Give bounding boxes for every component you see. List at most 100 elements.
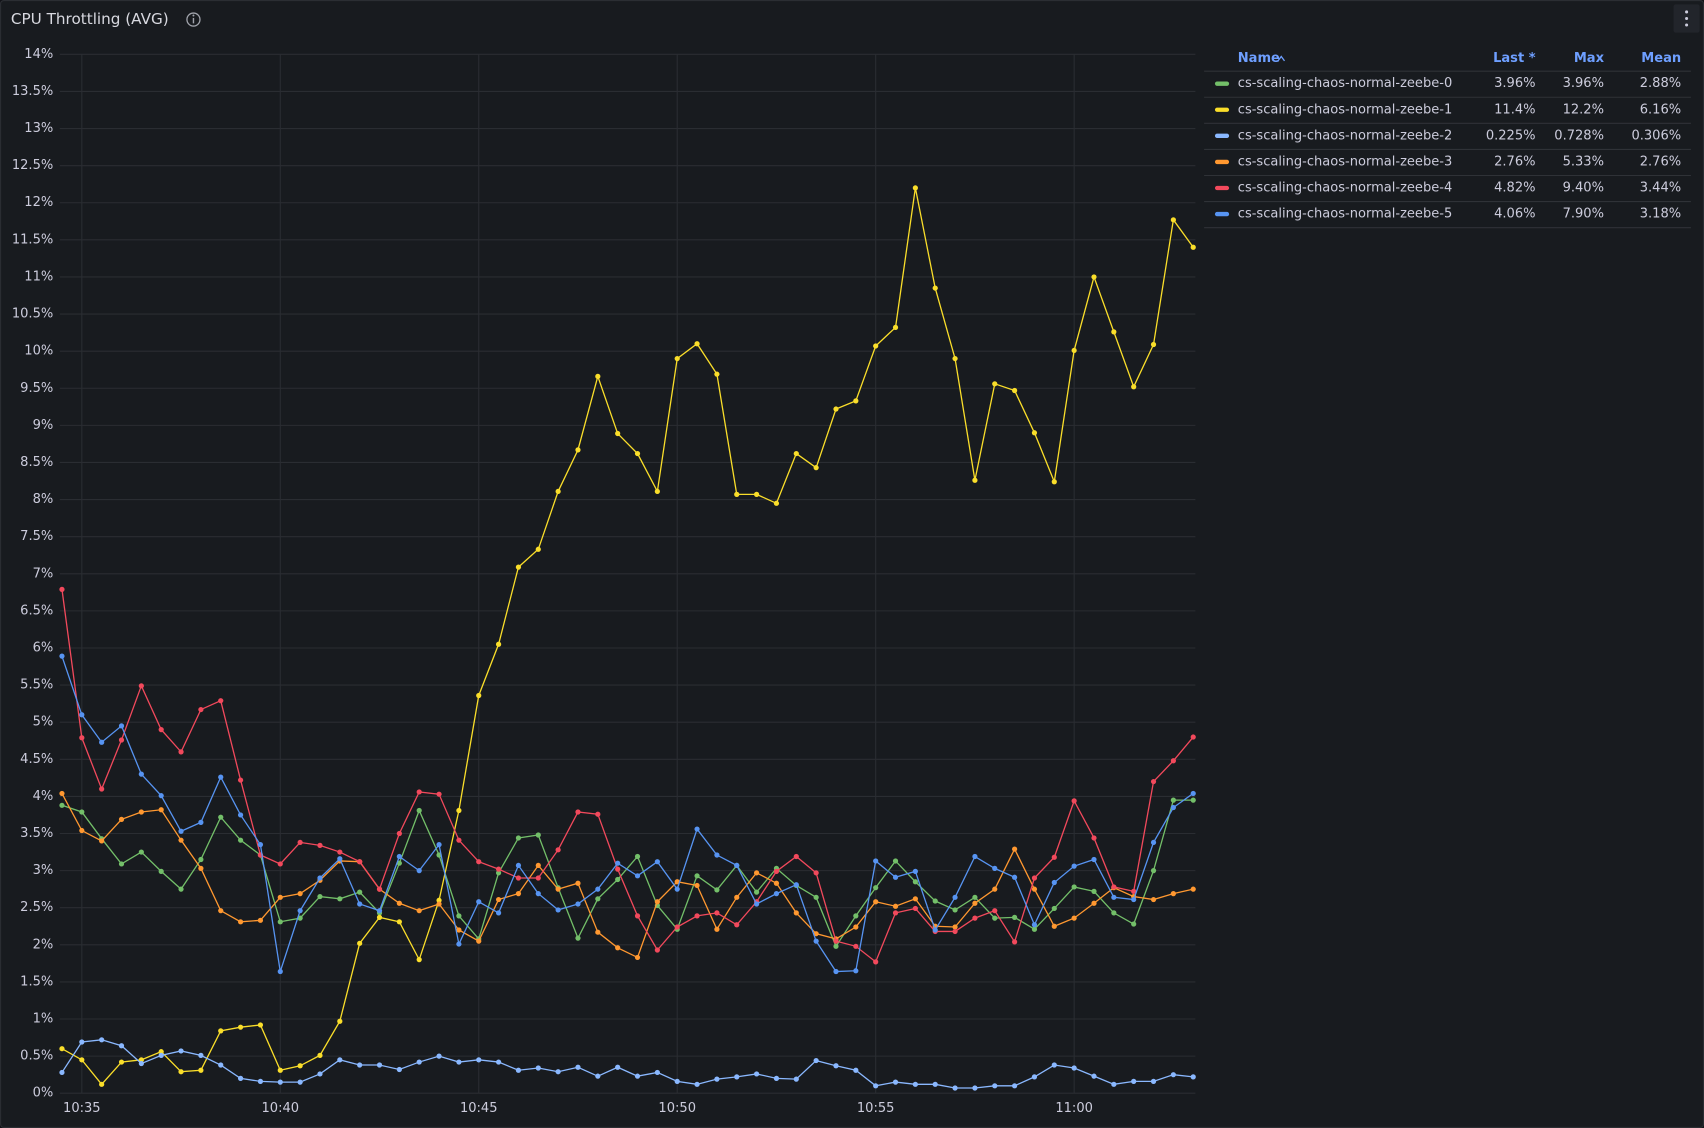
data-point	[714, 926, 720, 932]
data-point	[138, 849, 144, 855]
data-point	[515, 875, 522, 881]
y-tick-label: 7%	[33, 566, 54, 581]
legend-swatch	[1214, 133, 1230, 139]
data-point	[1111, 329, 1117, 335]
data-point	[753, 870, 760, 876]
data-point	[158, 727, 164, 733]
y-tick-label: 4%	[33, 789, 54, 804]
data-point	[178, 749, 184, 755]
y-tick-label: 6%	[33, 640, 54, 655]
data-point	[237, 777, 244, 783]
data-point	[1031, 926, 1038, 932]
data-point	[853, 1067, 859, 1073]
data-point	[793, 910, 799, 916]
data-point	[1150, 341, 1157, 348]
data-point	[79, 712, 85, 718]
legend-swatch	[1214, 107, 1230, 112]
data-point	[555, 488, 561, 495]
y-tick-label: 5%	[33, 715, 54, 730]
data-point	[317, 875, 323, 881]
data-point	[873, 959, 879, 965]
menu-button[interactable]	[1673, 4, 1700, 33]
legend-stat: 2.76%	[1640, 154, 1681, 169]
data-point	[833, 938, 839, 944]
data-point	[297, 908, 303, 914]
data-point	[1051, 905, 1057, 912]
data-point	[1190, 244, 1196, 250]
series-line	[61, 793, 1194, 959]
data-point	[892, 858, 899, 864]
data-point	[615, 860, 621, 866]
data-point	[853, 398, 859, 404]
data-point	[456, 941, 462, 947]
data-point	[972, 1085, 978, 1091]
data-point	[1031, 1074, 1038, 1080]
data-point	[853, 968, 859, 974]
data-point	[476, 938, 482, 944]
data-point	[634, 450, 641, 457]
data-point	[654, 899, 660, 905]
data-point	[1190, 797, 1196, 803]
data-point	[1111, 894, 1117, 900]
data-point	[1071, 347, 1077, 354]
data-point	[813, 465, 819, 471]
data-point	[912, 868, 918, 874]
data-point	[595, 373, 601, 379]
data-point	[237, 837, 244, 843]
data-point	[1031, 922, 1038, 928]
data-point	[376, 1062, 383, 1068]
grid: 0% 0.5% 1% 1.5% 2% 2.5% 3% 3.5% 4% 4.5% 5% 5.5% 6% 6.…	[12, 47, 1196, 1116]
panel-title: CPU Throttling (AVG)	[11, 10, 169, 28]
data-point	[972, 894, 978, 900]
data-point	[396, 919, 402, 925]
data-point	[1111, 884, 1117, 890]
data-point	[654, 1069, 660, 1076]
data-point	[813, 870, 819, 876]
data-point	[138, 809, 144, 815]
data-point	[1170, 758, 1176, 764]
data-point	[793, 1076, 799, 1082]
data-point	[178, 886, 184, 892]
data-point	[555, 886, 561, 892]
data-point	[892, 910, 899, 916]
legend-name: cs-scaling-chaos-normal-zeebe-2	[1238, 128, 1452, 143]
data-point	[912, 185, 918, 191]
data-point	[178, 1069, 184, 1075]
data-point	[634, 1073, 641, 1079]
data-point	[357, 1062, 363, 1068]
data-point	[416, 807, 422, 814]
data-point	[59, 586, 65, 592]
data-point	[952, 928, 958, 935]
data-point	[198, 1052, 204, 1058]
data-point	[218, 814, 224, 820]
data-point	[1170, 797, 1176, 803]
plot	[59, 185, 1196, 1091]
data-point	[1051, 879, 1057, 886]
data-point	[1031, 886, 1038, 892]
data-point	[1011, 914, 1018, 920]
data-point	[337, 896, 343, 902]
data-point	[595, 896, 601, 902]
legend-stat: 7.90%	[1563, 207, 1604, 222]
data-point	[237, 1024, 244, 1030]
info-icon[interactable]	[186, 12, 201, 27]
data-point	[833, 968, 839, 975]
data-point	[1091, 835, 1097, 841]
data-point	[1071, 915, 1077, 921]
data-point	[99, 786, 105, 792]
data-point	[357, 859, 363, 865]
data-point	[218, 698, 224, 704]
data-point	[118, 1043, 125, 1049]
x-tick-label: 10:45	[460, 1101, 498, 1116]
legend-swatch	[1214, 211, 1230, 217]
data-point	[1111, 1081, 1117, 1087]
data-point	[1011, 874, 1018, 880]
data-point	[1011, 1083, 1018, 1089]
data-point	[555, 907, 561, 913]
data-point	[59, 790, 65, 797]
data-point	[1051, 923, 1057, 929]
data-point	[515, 564, 522, 570]
